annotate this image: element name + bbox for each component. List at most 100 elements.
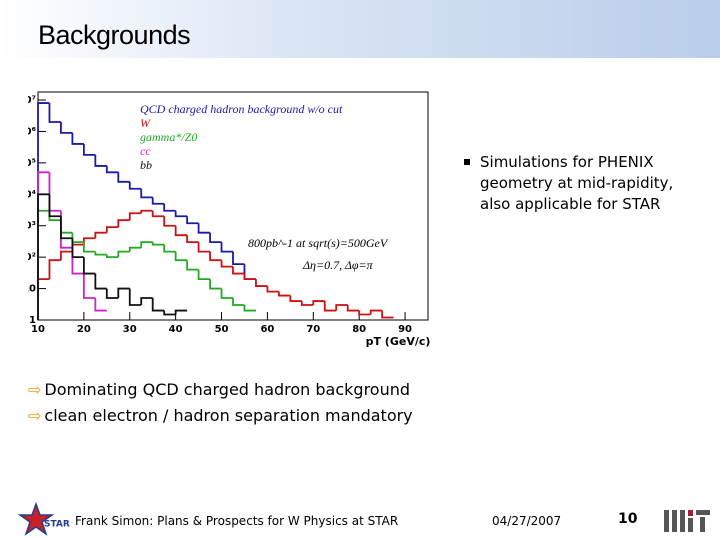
histogram-bin: [174, 251, 188, 262]
histogram-bin: [323, 301, 337, 312]
histogram-bin: [255, 279, 268, 287]
footer-author: Frank Simon: Plans & Prospects for W Phy…: [75, 514, 399, 528]
histogram-bin: [140, 297, 153, 306]
legend-entry: QCD charged hadron background w/o cut: [140, 102, 343, 116]
histogram-bin: [151, 197, 165, 205]
footer-date: 04/27/2007: [492, 514, 562, 528]
y-tick-label: 1: [29, 315, 36, 326]
histogram-bin: [82, 257, 96, 275]
histogram-bin: [209, 232, 222, 244]
histogram-bin: [289, 295, 302, 302]
mit-logo: [664, 510, 710, 532]
right-bullets: Simulations for PHENIX geometry at mid-r…: [462, 152, 697, 215]
legend-entry: bb: [140, 158, 152, 172]
histogram-bin: [128, 181, 142, 190]
histogram-bin: [186, 260, 199, 271]
histogram-bin: [105, 165, 119, 174]
histogram-bin: [48, 194, 61, 218]
histogram-bin: [48, 259, 61, 280]
histogram-bin: [94, 231, 107, 239]
histogram-bin: [277, 291, 291, 297]
histogram-bin: [82, 273, 96, 299]
x-tick-label: 80: [352, 324, 366, 335]
bullet-row: ⇨ Dominating QCD charged hadron backgroun…: [28, 377, 413, 403]
histogram-bin: [186, 216, 199, 225]
histogram-bin: [117, 172, 130, 183]
histogram-bin: [266, 286, 279, 293]
histogram-bin: [151, 298, 165, 312]
legend-entry: W: [140, 116, 151, 130]
histogram-bin: [186, 235, 199, 244]
histogram-bin: [209, 251, 222, 262]
histogram-bin: [346, 305, 360, 312]
x-tick-label: 90: [398, 324, 412, 335]
svg-text:STAR: STAR: [44, 520, 70, 530]
histogram-bin: [232, 266, 245, 275]
legend-entry: gamma*/Z0: [140, 130, 197, 144]
histogram-bin: [369, 309, 383, 315]
histogram-bin: [335, 304, 348, 311]
histogram-bin: [163, 203, 176, 212]
y-tick-label: 10⁵: [28, 158, 36, 169]
histogram-bin: [140, 209, 153, 214]
histogram-bin: [128, 288, 142, 306]
histogram-bin: [163, 216, 176, 227]
x-axis-label: pT (GeV/c): [366, 335, 431, 348]
x-tick-label: 20: [77, 324, 91, 335]
annotation: Δη=0.7, Δφ=π: [302, 258, 374, 272]
histogram-bin: [71, 238, 84, 259]
histogram-bin: [82, 242, 96, 253]
x-tick-label: 60: [260, 324, 274, 335]
x-tick-label: 70: [306, 324, 320, 335]
histogram-bin: [105, 226, 119, 233]
histogram-bin: [220, 288, 233, 299]
histogram-bin: [128, 212, 142, 221]
annotation: 800pb^-1 at sqrt(s)=500GeV: [248, 236, 389, 250]
arrow-icon: ⇨: [28, 406, 42, 425]
y-tick-label: 10³: [28, 221, 36, 232]
histogram-bin: [151, 210, 165, 218]
histogram-bin: [140, 241, 153, 248]
x-tick-label: 30: [123, 324, 137, 335]
star-logo: STAR: [17, 501, 70, 536]
histogram-bin: [197, 242, 211, 253]
histogram-bin: [163, 244, 176, 253]
histogram-bin: [358, 310, 371, 316]
slide-title: Backgrounds: [38, 20, 191, 50]
histogram-bin: [163, 310, 176, 316]
histogram-bin: [140, 188, 153, 199]
bullet-row: ⇨ clean electron / hadron separation mand…: [28, 403, 413, 429]
histogram-bin: [37, 193, 50, 320]
histogram-bin: [117, 250, 130, 258]
histogram-bin: [197, 223, 211, 234]
histogram-bin: [94, 298, 107, 312]
legend-entry: cc: [140, 144, 151, 158]
histogram-bin: [300, 301, 314, 306]
histogram-bin: [60, 250, 73, 261]
histogram-bin: [71, 132, 84, 145]
histogram-bin: [94, 251, 107, 256]
x-tick-label: 10: [31, 324, 45, 335]
histogram-bin: [243, 305, 256, 312]
y-tick-label: 10⁴: [28, 189, 36, 200]
y-tick-label: 10²: [28, 252, 36, 263]
histogram-bin: [105, 288, 119, 299]
histogram-bin: [232, 298, 245, 306]
histogram-bin: [209, 279, 222, 290]
chart-background: [28, 88, 433, 353]
histogram-bin: [232, 251, 245, 266]
histogram-bin: [174, 210, 188, 218]
histogram-bin: [94, 273, 107, 290]
histogram-bin: [117, 287, 130, 299]
x-tick-label: 50: [215, 324, 229, 335]
bullet: clean electron / hadron separation manda…: [44, 406, 413, 425]
bullet: Simulations for PHENIX geometry at mid-r…: [462, 152, 697, 215]
histogram-bin: [220, 260, 233, 268]
histogram-bin: [174, 309, 188, 315]
histogram-bin: [94, 154, 107, 167]
histogram-bin: [381, 310, 394, 319]
histogram-bin: [60, 121, 73, 134]
footer: STAR Frank Simon: Plans & Prospects for …: [0, 500, 720, 540]
histogram-bin: [82, 143, 96, 156]
